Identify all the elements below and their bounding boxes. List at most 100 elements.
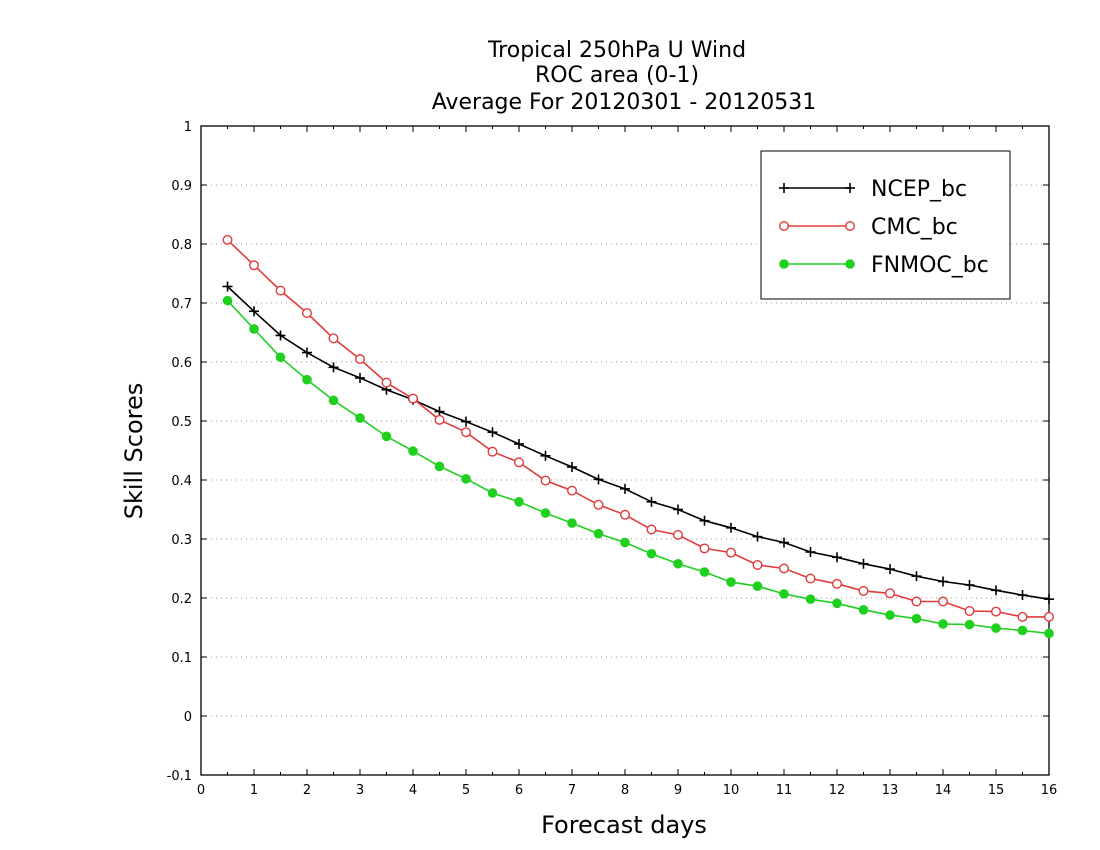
data-point-cmc-bc <box>752 559 763 570</box>
data-point-ncep-bc <box>302 347 312 358</box>
chart-title: Tropical 250hPa U Wind ROC area (0-1) Av… <box>432 38 817 115</box>
data-point-fnmoc-bc <box>222 295 233 306</box>
data-point-cmc-bc <box>938 596 949 607</box>
data-point-ncep-bc <box>275 330 286 341</box>
series-fnmoc-bc <box>222 295 1054 639</box>
legend: NCEP_bc CMC_bc FNMOC_bc <box>760 150 1011 300</box>
y-tick-label: 0.1 <box>171 651 192 666</box>
data-point-cmc-bc <box>726 547 737 558</box>
chart-title-line-2: ROC area (0-1) <box>535 63 699 88</box>
data-point-fnmoc-bc <box>434 461 445 472</box>
data-point-fnmoc-bc <box>752 581 763 592</box>
chart-title-line-1: Tropical 250hPa U Wind <box>487 38 746 63</box>
legend-marker-end <box>845 259 855 269</box>
data-point-fnmoc-bc <box>461 474 471 484</box>
x-tick-label: 3 <box>356 783 364 798</box>
data-point-ncep-bc <box>540 450 551 461</box>
data-point-cmc-bc <box>593 499 604 510</box>
data-point-cmc-bc <box>805 573 816 584</box>
x-axis-label: Forecast days <box>541 811 707 839</box>
data-point-fnmoc-bc <box>381 431 392 442</box>
data-point-ncep-bc <box>487 427 498 438</box>
data-point-fnmoc-bc <box>540 508 551 518</box>
data-point-ncep-bc <box>461 416 471 427</box>
data-point-cmc-bc <box>540 475 551 486</box>
data-point-cmc-bc <box>302 308 313 319</box>
data-point-ncep-bc <box>514 439 524 450</box>
data-point-cmc-bc <box>779 563 790 574</box>
data-point-ncep-bc <box>938 576 948 587</box>
data-point-fnmoc-bc <box>355 413 365 423</box>
data-point-ncep-bc <box>355 372 365 383</box>
x-tick-label: 16 <box>1041 783 1058 798</box>
data-point-fnmoc-bc <box>805 594 816 604</box>
data-point-cmc-bc <box>487 446 498 457</box>
data-point-ncep-bc <box>752 531 763 542</box>
data-point-fnmoc-bc <box>593 528 604 539</box>
data-point-cmc-bc <box>1017 611 1028 622</box>
data-point-cmc-bc <box>222 234 233 245</box>
data-point-ncep-bc <box>620 483 630 494</box>
data-point-cmc-bc <box>275 285 286 296</box>
data-point-ncep-bc <box>673 504 683 515</box>
legend-item-ncep-bc: NCEP_bc <box>779 177 967 202</box>
x-tick-label: 4 <box>409 783 417 798</box>
legend-marker-end <box>845 183 855 193</box>
legend-marker-start <box>779 259 789 269</box>
data-point-ncep-bc <box>593 474 604 485</box>
x-tick-label: 0 <box>197 783 205 798</box>
data-point-cmc-bc <box>858 585 869 596</box>
data-point-ncep-bc <box>646 496 657 507</box>
data-point-fnmoc-bc <box>302 374 312 385</box>
x-tick-label: 8 <box>621 783 629 798</box>
data-point-ncep-bc <box>567 462 577 473</box>
data-point-cmc-bc <box>991 606 1002 617</box>
legend-item-fnmoc-bc: FNMOC_bc <box>779 253 989 278</box>
legend-item-cmc-bc: CMC_bc <box>779 215 958 240</box>
y-tick-label: 0.3 <box>171 533 192 548</box>
x-tick-label: 5 <box>462 783 470 798</box>
data-point-cmc-bc <box>355 354 366 365</box>
x-tick-label: 12 <box>829 783 846 798</box>
y-tick-label: 0 <box>184 710 192 725</box>
data-point-fnmoc-bc <box>858 605 869 615</box>
data-point-cmc-bc <box>381 377 392 388</box>
x-tick-label: 14 <box>935 783 952 798</box>
y-tick-label: 0.7 <box>171 297 192 312</box>
data-point-cmc-bc <box>832 578 843 589</box>
data-point-ncep-bc <box>911 571 922 582</box>
y-tick-label: 0.9 <box>171 179 192 194</box>
data-point-cmc-bc <box>514 457 525 468</box>
data-point-fnmoc-bc <box>832 598 842 609</box>
data-point-ncep-bc <box>222 281 233 292</box>
data-point-fnmoc-bc <box>275 352 286 363</box>
data-point-cmc-bc <box>461 427 472 438</box>
data-point-ncep-bc <box>328 362 339 373</box>
data-point-cmc-bc <box>408 393 419 404</box>
series-layer <box>222 234 1054 639</box>
data-point-fnmoc-bc <box>408 446 418 456</box>
series-cmc-bc <box>222 234 1054 622</box>
data-point-ncep-bc <box>885 564 895 575</box>
data-point-fnmoc-bc <box>699 567 710 577</box>
data-point-fnmoc-bc <box>1044 628 1054 639</box>
data-point-ncep-bc <box>858 558 869 569</box>
data-point-ncep-bc <box>779 537 789 548</box>
x-tick-label: 11 <box>776 783 793 798</box>
data-point-ncep-bc <box>699 515 710 526</box>
x-tick-label: 10 <box>723 783 740 798</box>
data-point-fnmoc-bc <box>1017 625 1028 636</box>
data-point-cmc-bc <box>699 543 710 554</box>
data-point-cmc-bc <box>328 333 339 344</box>
data-point-cmc-bc <box>567 485 578 496</box>
data-point-fnmoc-bc <box>249 324 259 334</box>
data-point-cmc-bc <box>885 588 896 599</box>
data-point-fnmoc-bc <box>673 558 683 569</box>
data-point-ncep-bc <box>991 585 1001 596</box>
legend-label: FNMOC_bc <box>871 253 989 278</box>
data-point-fnmoc-bc <box>646 548 657 559</box>
data-point-cmc-bc <box>911 596 922 607</box>
data-point-fnmoc-bc <box>911 613 922 624</box>
data-point-ncep-bc <box>726 522 736 533</box>
